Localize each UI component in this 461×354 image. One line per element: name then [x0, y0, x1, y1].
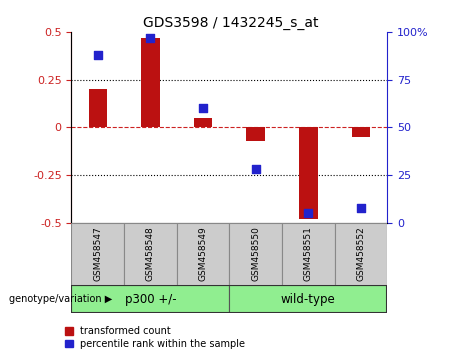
Bar: [141, 38, 160, 127]
Text: GSM458548: GSM458548: [146, 227, 155, 281]
FancyBboxPatch shape: [229, 223, 282, 285]
Text: wild-type: wild-type: [281, 293, 336, 306]
Bar: [194, 118, 212, 127]
FancyBboxPatch shape: [71, 285, 229, 313]
Point: [147, 35, 154, 40]
Point: [252, 167, 260, 172]
Point: [305, 211, 312, 216]
Point: [357, 205, 365, 211]
Legend: transformed count, percentile rank within the sample: transformed count, percentile rank withi…: [65, 326, 245, 349]
FancyBboxPatch shape: [177, 223, 229, 285]
Text: GSM458547: GSM458547: [93, 227, 102, 281]
Bar: [89, 89, 107, 127]
Text: GSM458552: GSM458552: [356, 227, 366, 281]
Text: GSM458549: GSM458549: [199, 227, 207, 281]
Text: p300 +/-: p300 +/-: [124, 293, 176, 306]
Text: GSM458551: GSM458551: [304, 227, 313, 281]
FancyBboxPatch shape: [71, 223, 124, 285]
FancyBboxPatch shape: [124, 223, 177, 285]
Text: genotype/variation ▶: genotype/variation ▶: [9, 294, 112, 304]
Point: [94, 52, 101, 58]
FancyBboxPatch shape: [282, 223, 335, 285]
FancyBboxPatch shape: [335, 223, 387, 285]
Bar: [299, 127, 318, 219]
Text: GDS3598 / 1432245_s_at: GDS3598 / 1432245_s_at: [143, 16, 318, 30]
Bar: [352, 127, 370, 137]
Point: [199, 105, 207, 111]
FancyBboxPatch shape: [229, 285, 387, 313]
Bar: [247, 127, 265, 141]
Text: GSM458550: GSM458550: [251, 227, 260, 281]
